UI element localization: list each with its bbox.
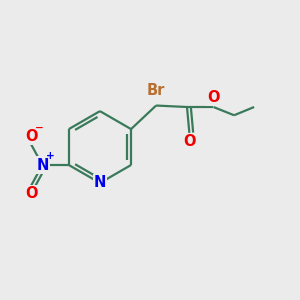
Text: N: N (94, 176, 106, 190)
Text: O: O (183, 134, 196, 149)
Text: N: N (36, 158, 49, 172)
Text: +: + (46, 151, 55, 160)
Text: −: − (35, 123, 44, 133)
Text: O: O (25, 129, 38, 144)
Text: O: O (207, 90, 220, 105)
Text: Br: Br (147, 83, 165, 98)
Text: O: O (25, 186, 38, 201)
